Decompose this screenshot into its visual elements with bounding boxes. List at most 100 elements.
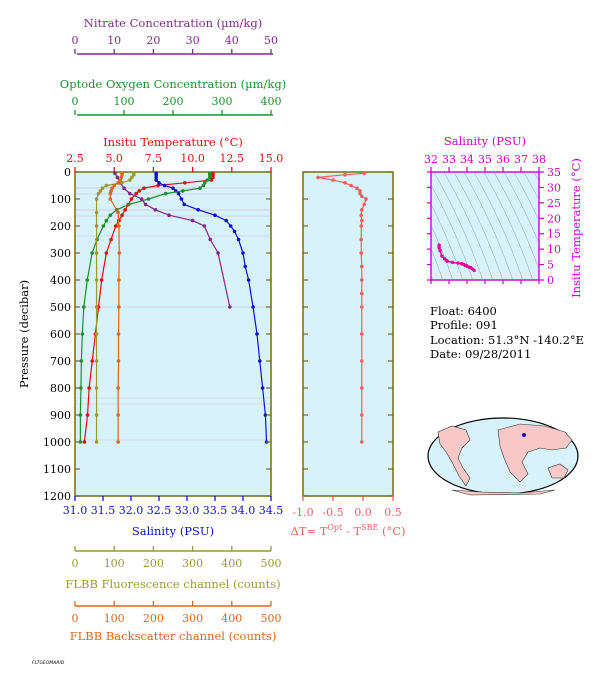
world-map	[427, 417, 579, 496]
delta-point	[355, 186, 359, 190]
salinity-axis: 31.0 31.5 32.0 32.5 33.0 33.5 34.0 34.5 Salinit…	[63, 496, 283, 538]
backscatter-tick-label: 500	[261, 612, 282, 625]
salinity-point	[154, 178, 158, 182]
temperature-point	[137, 189, 142, 193]
temperature-point	[82, 440, 87, 444]
pressure-tick-label: 700	[50, 355, 71, 368]
oxygen-tick-label: 100	[114, 95, 135, 108]
nitrate-point	[139, 197, 144, 201]
fluorescence-point	[94, 332, 99, 336]
delta-point	[331, 178, 335, 182]
temperature-point	[123, 208, 127, 212]
temperature-point	[211, 172, 215, 177]
oxygen-point	[146, 197, 151, 201]
temperature-tick-label: 2.5	[66, 152, 84, 165]
ts-point	[438, 248, 442, 253]
fluorescence-point	[104, 183, 109, 188]
ts-point	[450, 260, 455, 265]
temperature-tick-label: 15.0	[259, 152, 284, 165]
backscatter-tick-label: 200	[143, 612, 164, 625]
ts-temperature-tick-label: 10	[547, 243, 561, 256]
salinity-point	[241, 251, 245, 255]
nitrate-point	[216, 251, 220, 255]
salinity-point	[258, 359, 262, 363]
fluorescence-tick-label: 200	[143, 557, 164, 570]
delta-point	[364, 197, 368, 201]
temperature-point	[129, 197, 134, 201]
pressure-tick-label: 500	[50, 301, 71, 314]
temperature-axis: Insitu Temperature (°C) 2.5 5.0 7.5 10.0 12.…	[66, 135, 283, 172]
delta-tick-label: -1.0	[292, 506, 313, 519]
density-isoline	[431, 247, 443, 280]
oxygen-point	[207, 172, 212, 177]
delta-point	[316, 175, 320, 180]
americas-landmass	[437, 425, 471, 487]
nitrate-point	[113, 171, 117, 176]
ts-point	[437, 243, 441, 247]
fluorescence-point	[94, 224, 99, 228]
backscatter-point	[116, 210, 120, 215]
oxygen-point	[78, 413, 83, 417]
delta-point	[360, 218, 364, 223]
nitrate-point	[202, 224, 207, 228]
temperature-point	[142, 186, 146, 190]
oxygen-point	[85, 278, 90, 282]
salinity-point	[162, 183, 167, 188]
salinity-point	[179, 197, 184, 201]
salinity-point	[176, 191, 181, 196]
backscatter-point	[117, 251, 122, 255]
ts-temperature-tick-label: 5	[547, 259, 554, 272]
backscatter-point	[108, 191, 113, 196]
density-isoline	[493, 172, 539, 270]
delta-point	[360, 413, 364, 417]
backscatter-point	[117, 224, 121, 228]
salinity-point	[157, 181, 161, 185]
ts-salinity-axis-label: Salinity (PSU)	[444, 134, 526, 148]
fluorescence-point	[100, 186, 105, 190]
nitrate-tick-label: 10	[107, 34, 121, 47]
temperature-tick-label: 5.0	[105, 152, 123, 165]
density-isoline	[431, 184, 473, 280]
delta-point	[359, 224, 364, 228]
backscatter-axis: 0 100 200 300 400 500 FLBB Backscatter channe…	[70, 601, 282, 643]
oxygen-point	[198, 186, 202, 190]
ts-salinity-tick-label: 36	[496, 153, 510, 166]
footer-code: FLTGEOMARID	[32, 660, 65, 666]
pressure-tick-label: 100	[50, 193, 71, 206]
backscatter-point	[117, 305, 121, 309]
temperature-point	[211, 175, 215, 180]
oxygen-point	[201, 183, 206, 188]
backscatter-point	[119, 175, 124, 180]
nitrate-point	[153, 208, 158, 212]
fluorescence-tick-label: 100	[104, 557, 125, 570]
temperature-tick-label: 12.5	[220, 152, 245, 165]
ts-point	[456, 261, 460, 265]
fluorescence-point	[94, 210, 99, 215]
salinity-point	[224, 218, 228, 223]
nitrate-axis: Nitrate Concentration (µm/kg) 0 10 20 30 40 5…	[72, 16, 278, 55]
profile-panel: 0 100 200 300 400 500 600 700 800 900 1000 1100 1200…	[17, 166, 272, 503]
delta-point	[360, 194, 364, 199]
fluorescence-tick-label: 300	[182, 557, 203, 570]
oxygen-point	[101, 224, 106, 228]
salinity-point	[196, 208, 200, 212]
backscatter-point	[112, 183, 116, 188]
backscatter-point	[108, 197, 113, 201]
nitrate-point	[208, 237, 213, 242]
pressure-axis-label: Pressure (decibar)	[17, 280, 31, 388]
fluorescence-point	[94, 386, 99, 390]
nitrate-axis-label: Nitrate Concentration (µm/kg)	[84, 16, 262, 30]
delta-point	[358, 191, 362, 196]
fluorescence-point	[94, 413, 99, 417]
salinity-point	[246, 278, 251, 282]
salinity-tick-label: 32.5	[147, 504, 172, 517]
salinity-point	[182, 202, 186, 207]
salinity-point	[232, 229, 237, 234]
delta-point	[360, 332, 364, 336]
density-isoline	[431, 203, 463, 280]
salinity-point	[213, 213, 217, 217]
oxygen-point	[127, 202, 131, 207]
oxygen-point	[207, 175, 212, 180]
salinity-point	[236, 237, 241, 242]
fluorescence-point	[128, 178, 132, 182]
